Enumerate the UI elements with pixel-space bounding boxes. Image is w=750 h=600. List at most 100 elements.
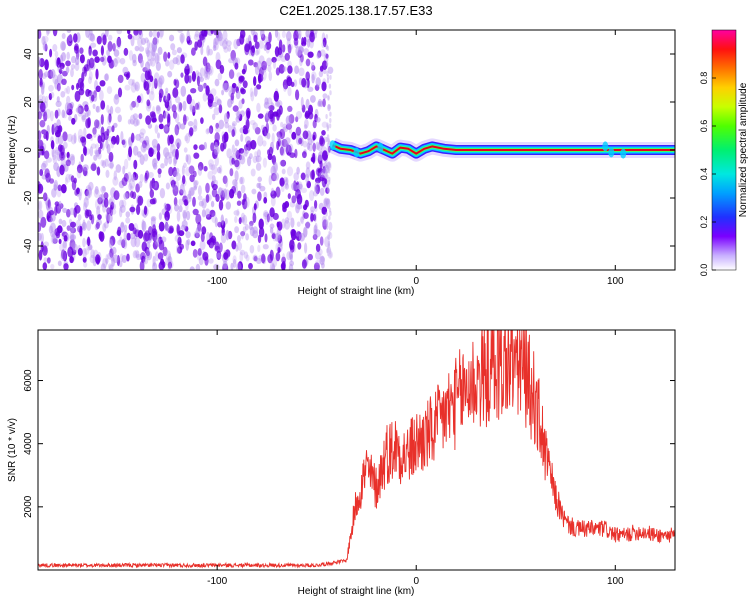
noise-speck (139, 173, 144, 183)
noise-speck (215, 122, 219, 129)
noise-speck (281, 168, 286, 175)
noise-speck (43, 111, 48, 122)
noise-speck (295, 126, 302, 136)
noise-speck (214, 78, 220, 87)
noise-speck (180, 123, 186, 130)
noise-speck (271, 172, 277, 182)
noise-speck (75, 56, 80, 66)
signal-blip (353, 147, 360, 158)
noise-speck (210, 200, 215, 208)
noise-speck (176, 210, 181, 222)
noise-speck (152, 180, 160, 191)
noise-speck (284, 217, 290, 224)
noise-speck (241, 98, 245, 105)
noise-speck (83, 197, 89, 208)
noise-speck (306, 38, 311, 48)
noise-speck (196, 225, 202, 233)
noise-speck (213, 38, 217, 49)
noise-speck (236, 38, 242, 47)
noise-speck (250, 139, 257, 150)
noise-speck (236, 111, 241, 120)
noise-speck (291, 182, 297, 191)
noise-speck (96, 205, 101, 217)
noise-speck (81, 114, 86, 121)
noise-speck (140, 72, 146, 83)
noise-speck (231, 144, 235, 154)
signal-blip (329, 140, 336, 151)
noise-speck (293, 30, 299, 42)
noise-speck (57, 184, 62, 192)
noise-speck (156, 143, 161, 152)
noise-speck (218, 104, 223, 114)
noise-speck (315, 117, 321, 123)
noise-speck (196, 75, 201, 87)
noise-speck (218, 164, 223, 175)
noise-speck (114, 93, 119, 100)
noise-speck (307, 253, 313, 261)
noise-speck (89, 30, 93, 36)
noise-speck (52, 238, 58, 244)
noise-speck (45, 131, 49, 141)
noise-speck (44, 95, 49, 104)
noise-speck (255, 162, 262, 171)
noise-speck (84, 189, 89, 197)
noise-speck (184, 63, 190, 70)
noise-speck (133, 30, 139, 36)
noise-speck (78, 188, 83, 197)
noise-speck (50, 233, 57, 245)
noise-speck (143, 153, 149, 162)
x-tick-label: 0 (413, 276, 419, 287)
noise-speck (100, 114, 104, 125)
noise-speck (82, 146, 87, 156)
noise-speck (265, 122, 269, 134)
noise-speck (71, 84, 75, 91)
x-tick-label: -100 (207, 576, 227, 587)
noise-speck (284, 142, 290, 154)
noise-speck (302, 151, 307, 159)
noise-speck (57, 135, 64, 145)
noise-speck (112, 58, 118, 68)
noise-speck (108, 238, 114, 249)
noise-speck (287, 105, 293, 112)
noise-speck (51, 232, 56, 242)
noise-speck (62, 141, 68, 149)
noise-speck (82, 237, 86, 248)
noise-speck (50, 213, 56, 222)
noise-speck (320, 49, 326, 57)
noise-speck (62, 240, 67, 249)
colorbar-tick-label: 0.4 (699, 168, 709, 181)
noise-speck (302, 140, 308, 148)
noise-speck (189, 104, 193, 111)
noise-speck (325, 224, 329, 230)
noise-speck (156, 150, 161, 161)
noise-speck (82, 247, 87, 259)
noise-speck (263, 44, 267, 51)
noise-speck (234, 147, 238, 156)
noise-speck (280, 184, 285, 192)
noise-speck (178, 198, 184, 206)
noise-speck (209, 209, 216, 218)
noise-speck (270, 187, 275, 195)
noise-speck (296, 203, 303, 210)
noise-speck (271, 56, 277, 63)
noise-speck (84, 104, 89, 112)
noise-speck (174, 124, 180, 136)
snr-frame (37, 329, 676, 571)
noise-speck (167, 113, 171, 123)
noise-speck (191, 71, 196, 82)
noise-speck (235, 244, 239, 252)
noise-speck (158, 92, 162, 103)
noise-speck (74, 204, 81, 214)
noise-speck (120, 222, 125, 233)
noise-speck (225, 201, 231, 210)
noise-speck (132, 53, 137, 64)
noise-speck (206, 45, 210, 57)
noise-speck (172, 185, 179, 197)
noise-speck (182, 114, 187, 126)
noise-speck (116, 30, 123, 35)
noise-speck (132, 113, 138, 120)
noise-speck (205, 128, 210, 135)
noise-speck (212, 113, 216, 121)
noise-speck (327, 168, 331, 174)
noise-speck (258, 218, 264, 230)
